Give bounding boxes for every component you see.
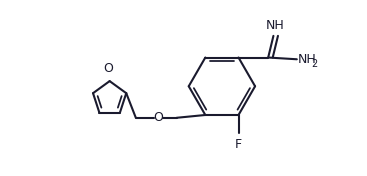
Text: 2: 2 <box>311 59 317 69</box>
Text: F: F <box>235 138 242 151</box>
Text: NH: NH <box>298 53 317 66</box>
Text: O: O <box>154 111 163 124</box>
Text: NH: NH <box>266 19 285 32</box>
Text: O: O <box>103 62 113 75</box>
